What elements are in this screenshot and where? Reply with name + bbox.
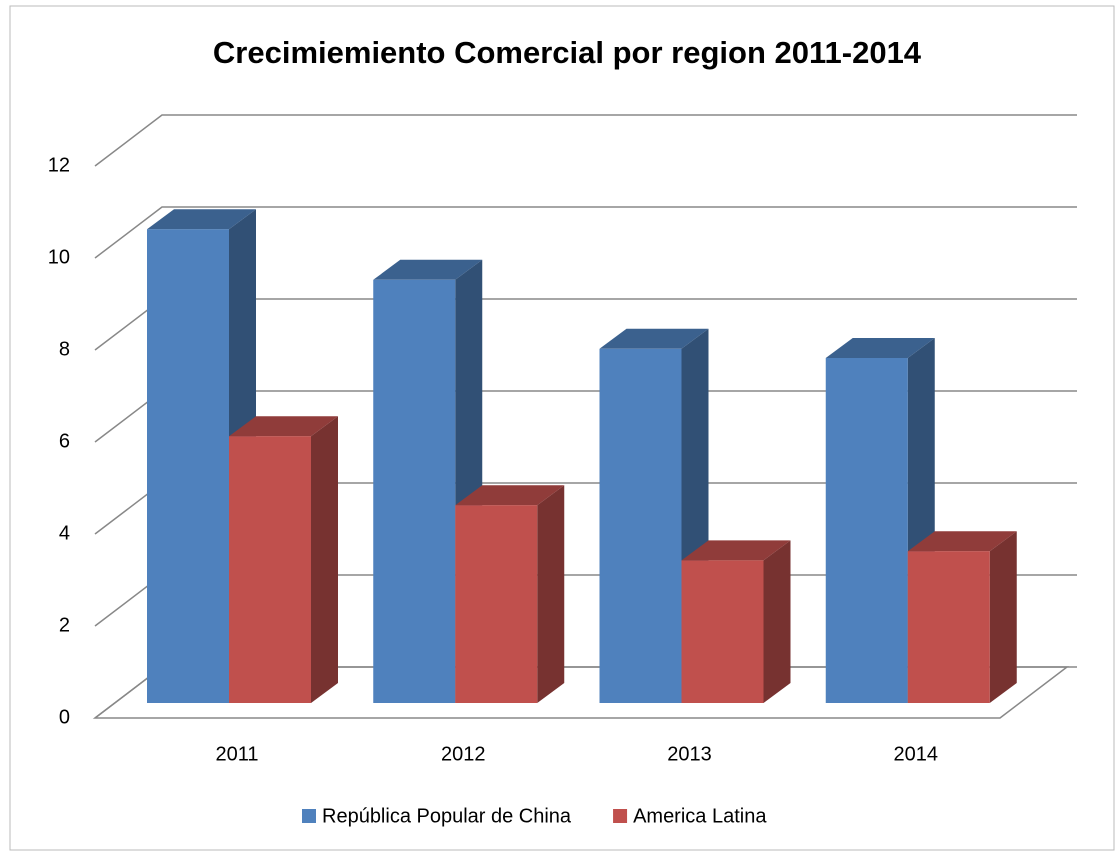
bar bbox=[681, 540, 791, 703]
y-tick-label: 2 bbox=[59, 614, 70, 636]
legend-swatch bbox=[302, 809, 316, 823]
bar bbox=[455, 485, 565, 703]
y-tick-label: 4 bbox=[59, 522, 70, 544]
grid-line bbox=[94, 114, 1077, 167]
bar-top bbox=[599, 328, 709, 349]
bar bbox=[229, 416, 338, 703]
bar bbox=[907, 531, 1017, 703]
x-tick-label: 2014 bbox=[894, 743, 939, 765]
bar-side bbox=[311, 416, 338, 703]
bar-front bbox=[825, 358, 908, 703]
bar-top bbox=[455, 485, 565, 506]
bar-top bbox=[373, 259, 483, 280]
bar-side bbox=[989, 531, 1017, 703]
bar-front bbox=[907, 551, 990, 703]
bar-top bbox=[147, 209, 256, 230]
x-tick-label: 2011 bbox=[215, 743, 258, 765]
bar-side bbox=[763, 540, 791, 703]
bar-front bbox=[455, 505, 538, 703]
bar-front bbox=[681, 560, 764, 703]
grid-line bbox=[94, 206, 1077, 259]
y-tick-label: 0 bbox=[59, 706, 70, 728]
bar-top bbox=[229, 416, 338, 437]
x-tick-label: 2013 bbox=[667, 743, 712, 765]
y-tick-label: 6 bbox=[59, 430, 70, 452]
bar-front bbox=[147, 229, 229, 703]
x-tick-label: 2012 bbox=[441, 743, 486, 765]
bar-top bbox=[681, 540, 791, 561]
y-tick-label: 10 bbox=[48, 246, 70, 268]
y-tick-label: 12 bbox=[48, 154, 70, 176]
legend-label: America Latina bbox=[633, 805, 767, 827]
bar-side bbox=[537, 485, 565, 703]
bar-front bbox=[229, 436, 311, 703]
legend-swatch bbox=[613, 809, 628, 823]
y-tick-label: 8 bbox=[59, 338, 70, 360]
legend-label: República Popular de China bbox=[322, 805, 572, 827]
bar-top bbox=[907, 531, 1017, 552]
bar-front bbox=[599, 348, 682, 703]
bar-top bbox=[825, 338, 935, 358]
chart-title: Crecimiemiento Comercial por region 2011… bbox=[213, 35, 922, 70]
bar-front bbox=[373, 279, 456, 703]
